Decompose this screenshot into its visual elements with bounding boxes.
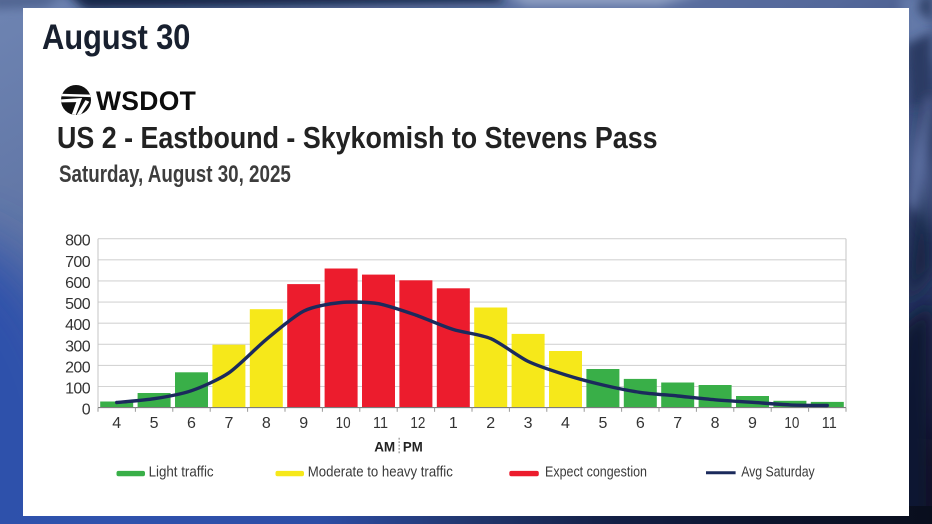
svg-text:8: 8	[711, 415, 720, 432]
svg-text:PM: PM	[403, 439, 423, 455]
svg-text:700: 700	[65, 254, 91, 271]
svg-text:11: 11	[373, 415, 388, 432]
svg-text:10: 10	[784, 415, 799, 432]
svg-text:Expect congestion: Expect congestion	[545, 464, 647, 481]
svg-text:4: 4	[561, 415, 570, 432]
svg-text:300: 300	[65, 338, 91, 355]
svg-text:500: 500	[65, 296, 91, 313]
svg-text:5: 5	[598, 415, 607, 432]
svg-text:400: 400	[65, 317, 91, 334]
svg-text:2: 2	[486, 415, 495, 432]
svg-text:100: 100	[65, 381, 91, 398]
svg-text:Light traffic: Light traffic	[149, 464, 214, 481]
svg-text:12: 12	[410, 415, 425, 432]
svg-text:7: 7	[224, 415, 233, 432]
svg-text:600: 600	[65, 275, 91, 292]
svg-text:9: 9	[299, 415, 308, 432]
svg-text:1: 1	[449, 415, 458, 432]
svg-text:3: 3	[524, 415, 533, 432]
svg-text:11: 11	[822, 415, 837, 432]
svg-text:6: 6	[636, 415, 645, 432]
svg-text:AM: AM	[374, 439, 395, 455]
svg-text:5: 5	[150, 415, 159, 432]
svg-text:10: 10	[336, 415, 351, 432]
svg-text:200: 200	[65, 359, 91, 376]
svg-text:Moderate to heavy traffic: Moderate to heavy traffic	[308, 464, 453, 481]
svg-text:7: 7	[673, 415, 682, 432]
svg-text:6: 6	[187, 415, 196, 432]
svg-text:800: 800	[65, 233, 91, 250]
svg-text:8: 8	[262, 415, 271, 432]
svg-text:Avg Saturday: Avg Saturday	[741, 464, 815, 481]
svg-text:4: 4	[112, 415, 121, 432]
svg-text:9: 9	[748, 415, 757, 432]
svg-text:0: 0	[82, 402, 91, 419]
